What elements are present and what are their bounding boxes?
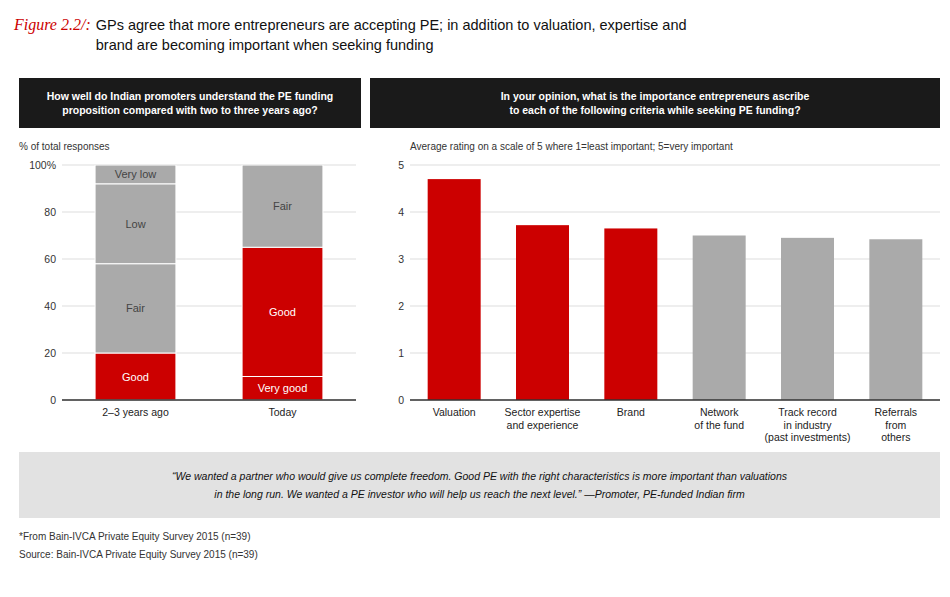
segment-label: Very low	[115, 168, 157, 180]
text-line: others	[881, 431, 910, 443]
text-line: Valuation	[433, 406, 476, 418]
grid-line	[410, 400, 940, 401]
quote: “We wanted a partner who would give us c…	[172, 470, 788, 500]
bar	[516, 225, 569, 400]
footnote: *From Bain-IVCA Private Equity Survey 20…	[19, 531, 251, 542]
y-tick-label: 40	[44, 300, 56, 312]
marks	[428, 179, 923, 400]
y-tick-label: 0	[50, 394, 56, 406]
x-tick-label: Valuation	[433, 406, 476, 418]
grid-line	[410, 306, 940, 307]
x-tick-label: Track recordin industry(past investments…	[765, 406, 851, 443]
y-tick-label: 2	[398, 300, 404, 312]
x-tick-label: Today	[268, 406, 297, 418]
segment-label: Good	[269, 306, 296, 318]
text-line: Sector expertise	[505, 406, 581, 418]
text-line: Referrals	[875, 406, 918, 418]
segment-label: Very good	[258, 382, 308, 394]
grid-line	[410, 212, 940, 213]
bar-segment	[95, 165, 176, 184]
grid-line	[410, 353, 940, 354]
text-line: 2–3 years ago	[102, 406, 169, 418]
segment-label: Fair	[126, 302, 145, 314]
text-line: Today	[268, 406, 297, 418]
segment-label: Good	[122, 371, 149, 383]
text-line: in the long run. We wanted a PE investor…	[214, 488, 745, 500]
quote-box	[19, 452, 940, 518]
marks	[95, 165, 323, 400]
text-line: GPs agree that more entrepreneurs are ac…	[96, 17, 687, 33]
grid-line	[62, 400, 356, 401]
text-line: (past investments)	[765, 431, 851, 443]
header-box	[19, 78, 361, 128]
y-tick-label: 60	[44, 253, 56, 265]
text-line: In your opinion, what is the importance …	[501, 90, 810, 102]
text-line: Track record	[778, 406, 837, 418]
y-tick-label: 80	[44, 206, 56, 218]
bar-segment	[95, 353, 176, 400]
y-tick-label: 3	[398, 253, 404, 265]
grid-line	[410, 259, 940, 260]
chart-title: In your opinion, what is the importance …	[501, 90, 810, 116]
y-tick-label: 100%	[29, 159, 56, 171]
y-axis: 0 1 2 3 4 5	[398, 159, 940, 406]
y-tick-label: 0	[398, 394, 404, 406]
x-axis-line	[62, 399, 356, 401]
x-axis-line	[410, 399, 940, 401]
text-line: Brand	[617, 406, 645, 418]
y-axis-label: % of total responses	[19, 141, 110, 152]
text-line: in industry	[784, 419, 833, 431]
text-line: and experience	[507, 419, 579, 431]
x-tick-label: 2–3 years ago	[102, 406, 169, 418]
bar-segment	[242, 247, 323, 376]
text-line: of the fund	[694, 419, 744, 431]
bar	[604, 228, 657, 400]
text-line: “We wanted a partner who would give us c…	[172, 470, 788, 482]
segment-label: Low	[125, 218, 145, 230]
bar-segment	[242, 165, 323, 247]
grid-line	[410, 165, 940, 166]
segment-labels: Good Fair Low Very low Very good Good Fair	[115, 168, 308, 394]
chart-title: How well do Indian promoters understand …	[47, 90, 333, 116]
bar	[869, 239, 922, 400]
x-tick-label: Referralsfromothers	[875, 406, 918, 443]
text-line: from	[885, 419, 906, 431]
figure: Figure 2.2/: GPs agree that more entrepr…	[0, 0, 950, 597]
x-tick-label: Brand	[617, 406, 645, 418]
y-tick-label: 20	[44, 347, 56, 359]
y-tick-label: 4	[398, 206, 404, 218]
bar-segment	[95, 184, 176, 264]
subtitle: GPs agree that more entrepreneurs are ac…	[96, 17, 687, 53]
bar-segment	[95, 264, 176, 353]
text-line: proposition compared with two to three y…	[62, 104, 318, 116]
y-axis: 0 20 40 60 80 100%	[29, 159, 356, 406]
footnote: Source: Bain-IVCA Private Equity Survey …	[19, 549, 258, 560]
text-line: How well do Indian promoters understand …	[47, 90, 333, 102]
header-box	[370, 78, 940, 128]
bar	[428, 179, 481, 400]
segment-label: Fair	[273, 200, 292, 212]
y-tick-label: 5	[398, 159, 404, 171]
x-tick-label: Sector expertiseand experience	[505, 406, 581, 431]
title: Figure 2.2/:	[13, 16, 91, 34]
y-axis-label: Average rating on a scale of 5 where 1=l…	[410, 141, 733, 152]
text-line: brand are becoming important when seekin…	[96, 37, 434, 53]
y-tick-label: 1	[398, 347, 404, 359]
bar	[693, 236, 746, 401]
bar	[781, 238, 834, 400]
background	[0, 0, 950, 597]
text-line: to each of the following criteria while …	[509, 104, 800, 116]
bar-segment	[242, 377, 323, 401]
text-line: Network	[700, 406, 739, 418]
x-tick-label: Networkof the fund	[694, 406, 744, 431]
